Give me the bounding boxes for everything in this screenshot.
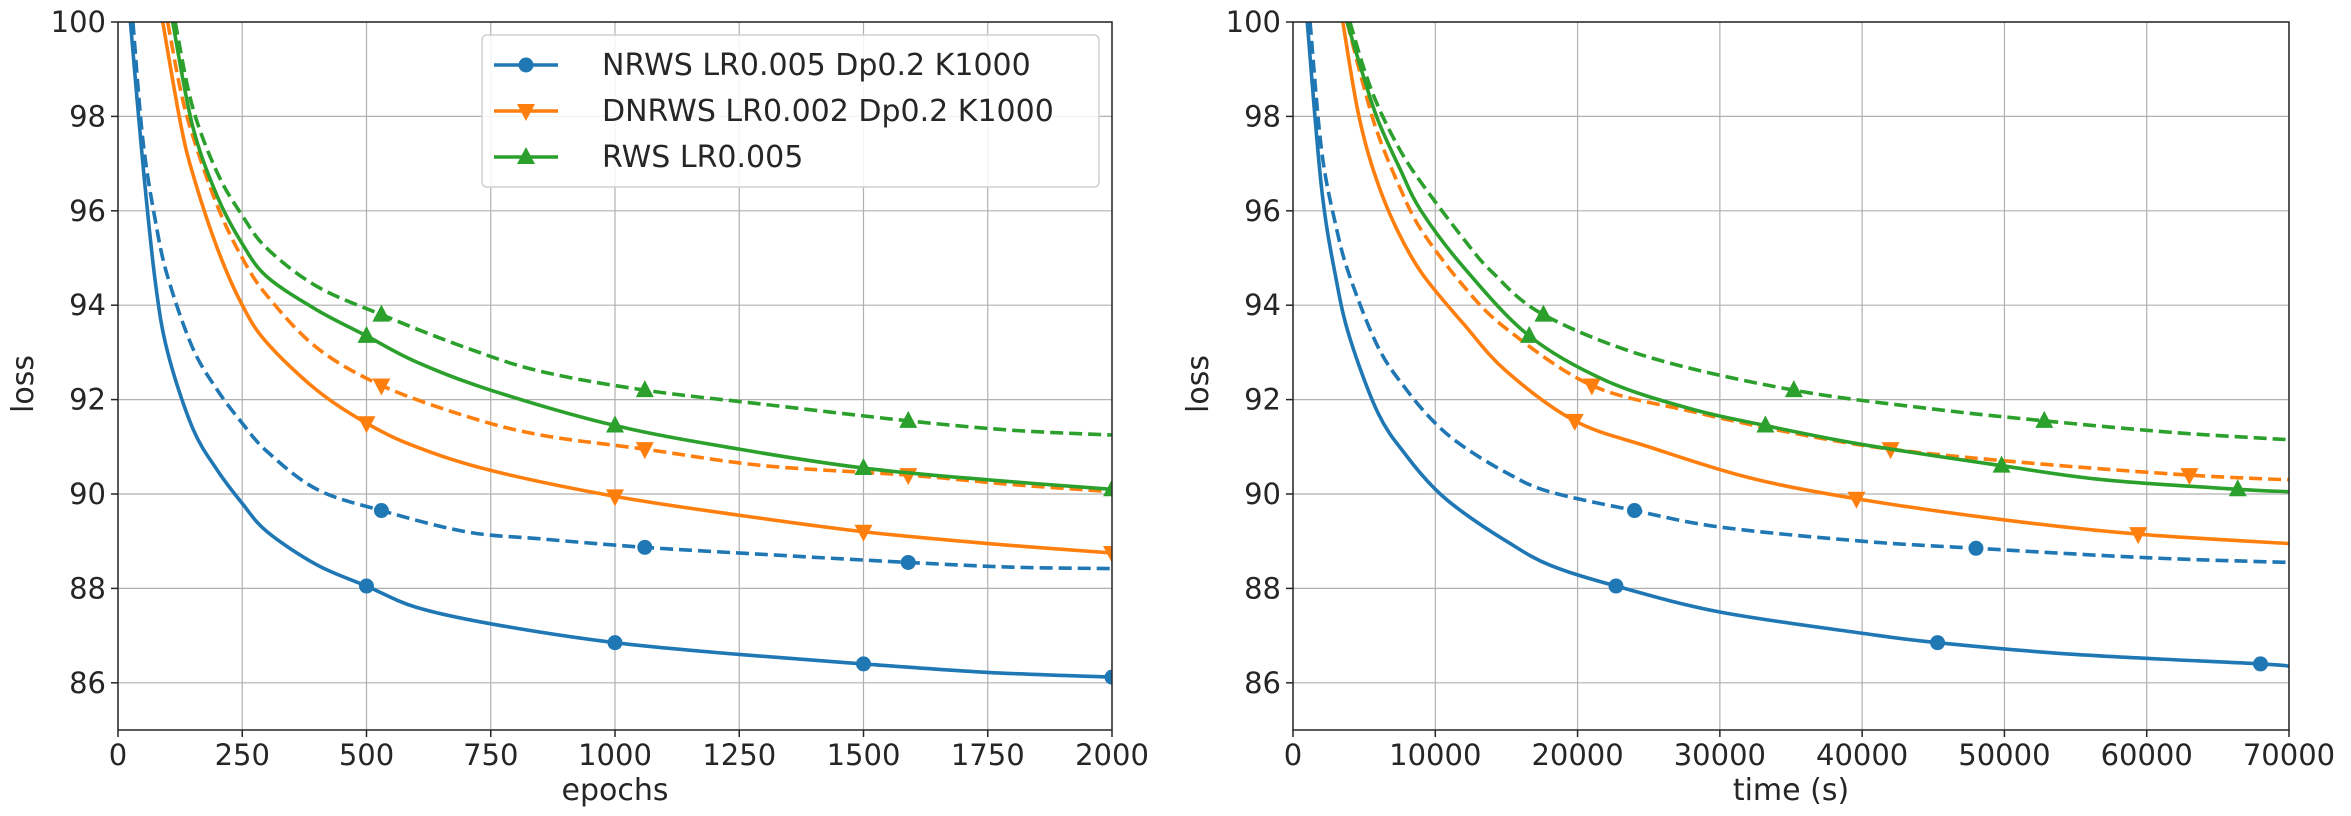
x-tick-label: 70000 — [2243, 738, 2335, 772]
y-tick-label: 96 — [1244, 194, 1281, 228]
data-point-rws-dashed — [372, 304, 391, 322]
y-axis-label: loss — [6, 355, 41, 413]
series-line-rws-solid — [170, 22, 1112, 492]
data-point-nrws-solid — [856, 656, 871, 672]
y-tick-label: 88 — [1244, 571, 1281, 605]
legend-marker — [518, 57, 534, 73]
data-point-nrws-solid — [359, 578, 374, 594]
y-tick-label: 98 — [69, 99, 106, 133]
series-line-rws-dashed — [1348, 22, 2289, 442]
data-point-rws-solid — [2228, 479, 2247, 497]
x-axis-label: time (s) — [1733, 773, 1849, 808]
x-tick-label: 1500 — [827, 738, 901, 772]
data-point-nrws-dashed — [373, 503, 389, 519]
x-tick-label: 0 — [1284, 738, 1302, 772]
legend-marker — [517, 104, 535, 121]
y-tick-label: 100 — [51, 5, 106, 39]
x-tick-label: 1250 — [702, 738, 776, 772]
data-point-dnrws-dashed — [372, 378, 391, 396]
data-point-rws-dashed — [1784, 380, 1803, 398]
x-tick-label: 40000 — [1816, 738, 1908, 772]
legend-label: DNRWS LR0.002 Dp0.2 K1000 — [602, 94, 1054, 129]
x-tick-label: 1750 — [951, 738, 1025, 772]
x-tick-label: 30000 — [1674, 738, 1766, 772]
series-line-dnrws-dashed — [165, 22, 1112, 494]
legend: NRWS LR0.005 Dp0.2 K1000 DNRWS LR0.002 Dp… — [481, 34, 1100, 188]
plot-frame — [1292, 21, 2290, 731]
x-tick-label: 50000 — [1958, 738, 2050, 772]
data-point-nrws-solid — [2253, 656, 2269, 672]
x-axis-label: epochs — [562, 773, 669, 808]
x-tick-label: 10000 — [1389, 738, 1481, 772]
data-point-dnrws-solid — [854, 524, 873, 542]
series-line-rws-solid — [1345, 22, 2289, 494]
plot-frame — [117, 21, 1113, 731]
data-point-rws-solid — [357, 325, 376, 343]
data-point-rws-solid — [1103, 479, 1112, 497]
data-point-dnrws-dashed — [1582, 378, 1601, 396]
epochs-loss-plot: 0 250 500 750 1000 1250 1500 1750 2000 86 88 90 92 94… — [6, 5, 1149, 808]
y-axis-label: loss — [1181, 355, 1216, 413]
data-point-rws-solid — [1756, 415, 1775, 433]
data-point-nrws-dashed — [900, 554, 916, 570]
x-tick-label: 2000 — [1075, 738, 1149, 772]
time-loss-plot: 0 10000 20000 30000 40000 50000 60000 70000 86 88… — [1181, 5, 2335, 808]
y-tick-label: 92 — [69, 383, 106, 417]
x-tick-label: 750 — [463, 738, 518, 772]
x-tick-label: 0 — [109, 738, 127, 772]
data-point-rws-dashed — [2035, 410, 2054, 428]
data-point-nrws-dashed — [637, 539, 653, 555]
y-tick-label: 90 — [1244, 477, 1281, 511]
x-tick-label: 20000 — [1531, 738, 1623, 772]
series-line-nrws-solid — [128, 22, 1112, 679]
y-tick-label: 86 — [1244, 666, 1281, 700]
data-point-dnrws-solid — [2129, 527, 2148, 545]
x-tick-label: 1000 — [578, 738, 652, 772]
y-tick-label: 94 — [69, 288, 106, 322]
series-line-dnrws-solid — [1341, 22, 2289, 546]
data-point-dnrws-dashed — [2180, 468, 2199, 486]
data-point-dnrws-solid — [606, 489, 624, 507]
x-tick-label: 500 — [339, 738, 394, 772]
y-tick-label: 94 — [1244, 288, 1281, 322]
x-tick-label: 60000 — [2101, 738, 2193, 772]
y-tick-label: 86 — [69, 666, 106, 700]
data-point-nrws-solid — [1930, 635, 1946, 651]
data-point-nrws-solid — [607, 635, 623, 651]
y-tick-label: 96 — [69, 194, 106, 228]
legend-box — [481, 34, 1100, 188]
series-group — [1305, 22, 2289, 672]
legend-marker — [517, 147, 535, 164]
data-point-dnrws-solid — [357, 416, 376, 434]
data-point-rws-solid — [1992, 455, 2011, 473]
x-tick-label: 250 — [215, 738, 270, 772]
data-point-rws-dashed — [635, 380, 654, 398]
data-point-rws-dashed — [899, 410, 918, 428]
data-point-dnrws-solid — [1103, 546, 1112, 563]
data-point-rws-solid — [606, 415, 624, 433]
legend-label: NRWS LR0.005 Dp0.2 K1000 — [602, 48, 1031, 83]
data-point-nrws-solid — [1104, 669, 1112, 685]
data-point-dnrws-solid — [1565, 413, 1584, 431]
y-tick-label: 100 — [1226, 5, 1281, 39]
series-line-nrws-dashed — [131, 22, 1112, 571]
y-tick-label: 90 — [69, 477, 106, 511]
data-point-dnrws-solid — [1847, 491, 1866, 509]
series-line-dnrws-dashed — [1345, 22, 2289, 482]
data-point-rws-solid — [1520, 325, 1539, 343]
data-point-nrws-solid — [1608, 578, 1624, 594]
data-point-rws-solid — [854, 458, 873, 476]
series-group — [128, 22, 1112, 685]
legend-label: RWS LR0.005 — [602, 140, 803, 175]
y-tick-label: 88 — [69, 571, 106, 605]
data-point-nrws-dashed — [1626, 503, 1642, 519]
y-tick-label: 98 — [1244, 99, 1281, 133]
data-point-rws-dashed — [1534, 304, 1553, 322]
series-line-nrws-solid — [1305, 22, 2289, 669]
data-point-dnrws-dashed — [635, 442, 654, 460]
y-tick-label: 92 — [1244, 383, 1281, 417]
data-point-nrws-dashed — [1968, 540, 1984, 556]
